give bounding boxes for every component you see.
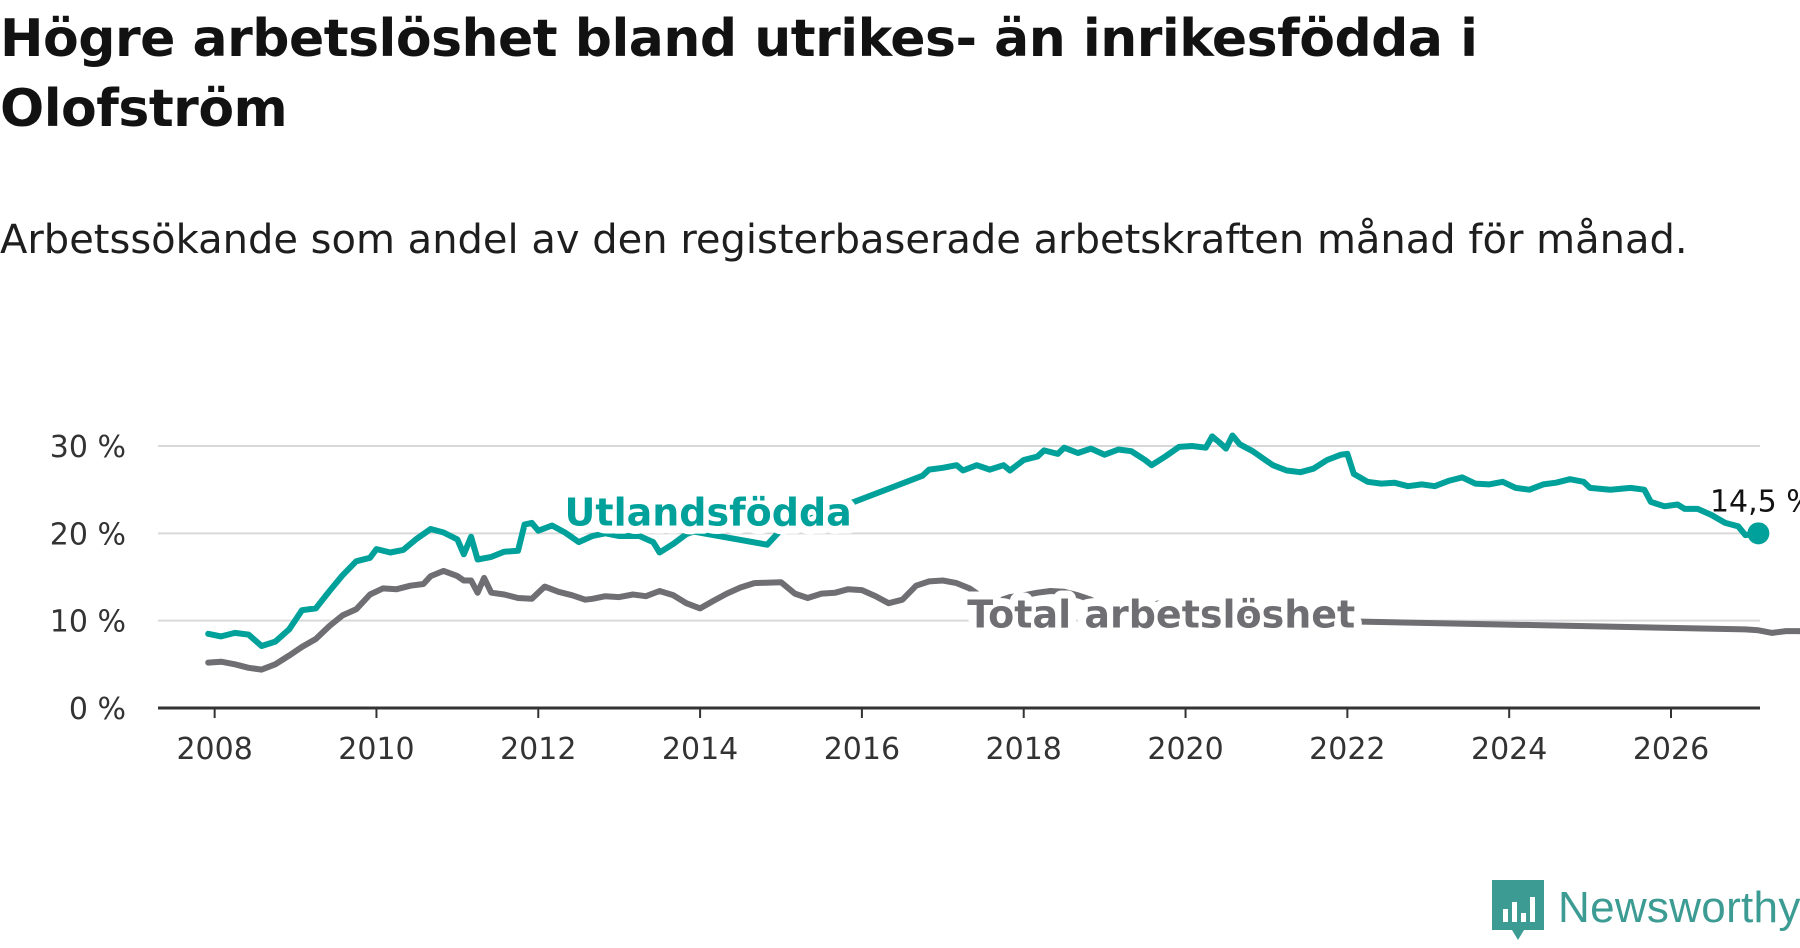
x-tick-label: 2014: [662, 732, 738, 767]
x-tick-label: 2008: [176, 732, 252, 767]
end-label-utlandsfodda: 14,5 %: [1710, 484, 1800, 519]
newsworthy-brand[interactable]: Newsworthy: [1492, 880, 1800, 940]
end-point-utlandsfodda: [1747, 522, 1770, 545]
x-tick-label: 2010: [338, 732, 414, 767]
x-tick-label: 2016: [824, 732, 900, 767]
chart-title: Högre arbetslöshet bland utrikes- än inr…: [0, 9, 1478, 139]
newsworthy-logo-icon: [1492, 880, 1544, 940]
chart-subtitle: Arbetssökande som andel av den registerb…: [0, 217, 1688, 263]
series-label-utlandsfodda: Utlandsfödda: [565, 490, 852, 534]
y-tick-label: 20 %: [50, 517, 126, 552]
x-tick-label: 2022: [1309, 732, 1385, 767]
y-tick-label: 30 %: [50, 430, 126, 465]
series-label-total: Total arbetslöshet: [967, 593, 1355, 637]
x-tick-label: 2020: [1147, 732, 1223, 767]
line-chart: 0 % 10 % 20 % 30 % 2008 2010 2012 2014 2016 2018 2…: [50, 430, 1800, 767]
series-line-total: [205, 567, 1800, 673]
x-tick-label: 2024: [1471, 732, 1547, 767]
x-tick-label: 2012: [500, 732, 576, 767]
y-tick-label: 0 %: [69, 692, 126, 727]
newsworthy-brand-name: Newsworthy: [1558, 883, 1800, 932]
x-tick-label: 2026: [1633, 732, 1709, 767]
y-tick-label: 10 %: [50, 605, 126, 640]
x-tick-label: 2018: [986, 732, 1062, 767]
series-line-utlandsfodda: [205, 432, 1762, 649]
